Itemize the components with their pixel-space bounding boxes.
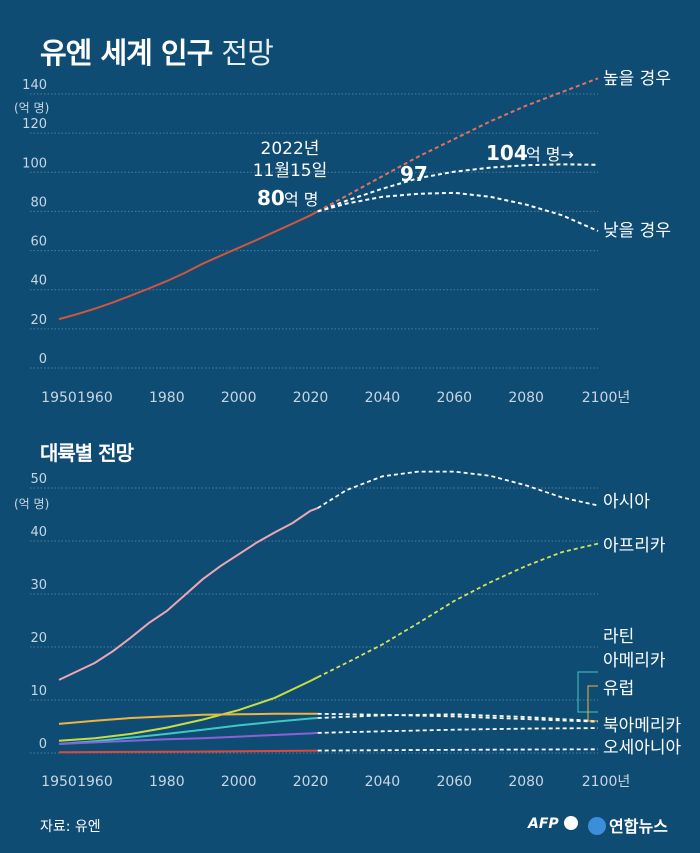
title-bold: 유엔 세계 인구 [40,36,213,70]
series-latam-projection [317,713,599,723]
chart2-y-ticks: 0 10 20 30 40 50 [30,472,47,752]
yonhap-logo: 연합뉴스 [588,813,668,837]
c1-y-tick-label: 40 [30,274,47,289]
series-oceania-projection [317,748,599,752]
annot-104-unit: 억 명→ [526,145,574,164]
c1-x-tick-label: 2000 [221,390,257,406]
c1-x-tick-label: 1960 [77,390,113,406]
c2-y-tick-label: 40 [30,525,47,540]
page-title: 유엔 세계 인구 전망 [40,30,274,72]
label-low: 낮을 경우 [603,221,671,241]
chart2-lines [58,470,599,754]
c1-y-tick-label: 20 [30,313,47,328]
c1-y-tick-label: 0 [39,352,47,367]
label-latam-1: 라틴 [603,627,634,647]
c2-x-tick-label: 1960 [77,774,113,790]
label-oceania: 오세아니아 [603,738,682,758]
label-high: 높을 경우 [603,69,671,89]
chart1-y-ticks: 0 20 40 60 80 100 120 140 [22,78,47,367]
c1-x-tick-label: 2080 [508,390,544,406]
europe-leader-line [587,685,598,722]
c1-y-tick-label: 80 [30,195,47,210]
series-europe-projection [317,712,599,723]
c1-x-tick-label: 2060 [436,390,472,406]
continent-chart: (억 명) 0 10 20 30 40 50 1950 1960 1980 2000 2020 20… [14,470,682,790]
c1-x-tick-label: 2040 [365,390,401,406]
c1-y-tick-label: 140 [22,78,47,93]
chart2-ylabel: (억 명) [14,497,49,511]
c1-y-tick-label: 100 [22,156,47,171]
series-north_america-projection [317,727,599,734]
c1-x-tick-label: 2020 [293,390,329,406]
c2-x-tick-label: 2000 [221,774,257,790]
annot-80-unit: 억 명 [284,190,319,209]
chart1-x-ticks: 1950 1960 1980 2000 2020 2040 2060 2080 2100년 [41,390,630,406]
chart2-gridlines [30,487,598,754]
annot-80-number: 80 [257,186,285,210]
series-oceania-historical [58,749,318,754]
afp-logo: AFP [528,816,578,832]
label-north-america: 북아메리카 [603,716,682,736]
c2-x-tick-label: 2100년 [582,774,631,790]
annot-104-number: 104 [486,141,528,165]
c2-y-tick-label: 30 [30,578,47,593]
annot-date-day: 11월15일 [253,161,328,181]
series-asia-projection [317,470,599,509]
c1-x-tick-label: 2100년 [582,390,631,406]
c1-y-tick-label: 60 [30,235,47,250]
world-low-line [317,191,599,232]
chart1-gridlines [30,93,598,369]
c2-x-tick-label: 1980 [149,774,185,790]
chart2-x-ticks: 1950 1960 1980 2000 2020 2040 2060 2080 2100년 [41,774,630,790]
annot-date-year: 2022년 [261,139,320,159]
label-latam-2: 아메리카 [603,651,666,671]
world-median-line [317,163,599,213]
c1-y-tick-label: 120 [22,117,47,132]
c2-y-tick-label: 0 [39,737,47,752]
c1-x-tick-label: 1950 [41,390,77,406]
series-north_america-historical [58,731,318,745]
chart1-ylabel: (억 명) [14,101,49,115]
c2-x-tick-label: 2020 [293,774,329,790]
series-africa-projection [317,542,599,679]
source-note: 자료: 유엔 [40,819,101,835]
chart1-lines [58,77,599,321]
title-light: 전망 [221,36,273,70]
label-asia: 아시아 [603,492,650,512]
world-historical-line [58,210,319,321]
c2-y-tick-label: 20 [30,631,47,646]
label-europe: 유럽 [603,679,634,699]
c2-y-tick-label: 10 [30,684,47,699]
annot-97: 97 [400,162,428,186]
c2-x-tick-label: 2060 [436,774,472,790]
c2-x-tick-label: 1950 [41,774,77,790]
c1-x-tick-label: 1980 [149,390,185,406]
series-asia-historical [58,507,319,681]
series-africa-historical [58,676,319,742]
label-africa: 아프리카 [603,536,666,556]
c2-y-tick-label: 50 [30,472,47,487]
section-title-continents: 대륙별 전망 [40,441,134,465]
series-europe-historical [58,712,318,725]
c2-x-tick-label: 2040 [365,774,401,790]
c2-x-tick-label: 2080 [508,774,544,790]
series-latam-historical [58,717,318,745]
world-high-line [317,77,599,213]
